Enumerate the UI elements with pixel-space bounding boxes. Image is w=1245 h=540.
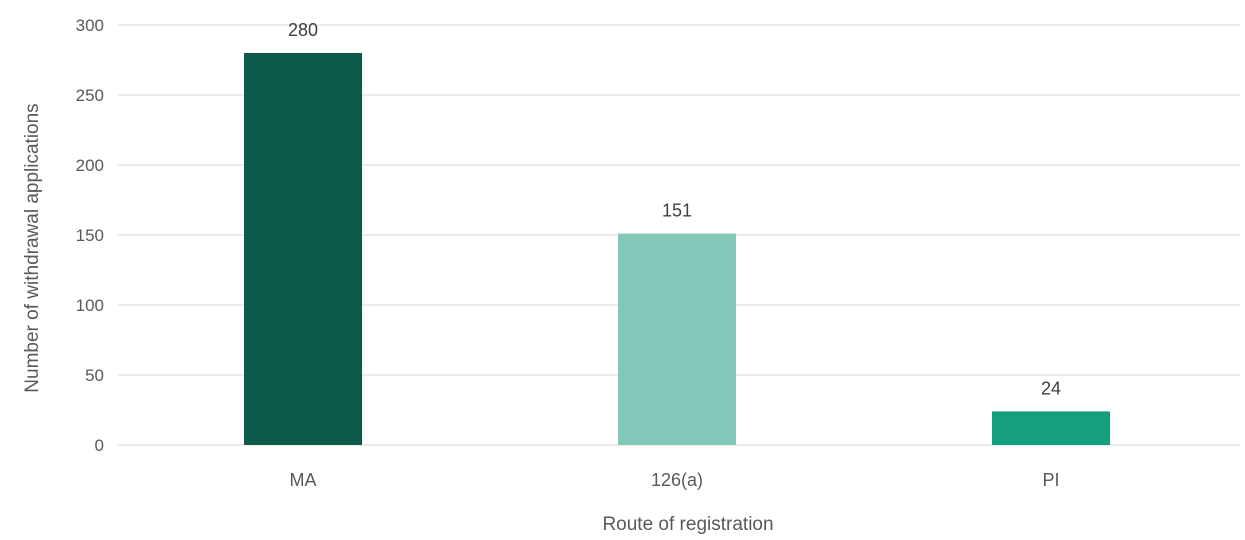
y-tick-label: 100 bbox=[76, 296, 104, 315]
bars bbox=[244, 53, 1110, 445]
y-tick-label: 200 bbox=[76, 156, 104, 175]
x-axis-categories: MA 126(a) PI bbox=[290, 470, 1060, 490]
bar-ma bbox=[244, 53, 362, 445]
y-tick-label: 250 bbox=[76, 86, 104, 105]
data-label: 151 bbox=[662, 201, 692, 221]
data-label: 280 bbox=[288, 20, 318, 40]
data-label: 24 bbox=[1041, 378, 1061, 398]
x-category-label: MA bbox=[290, 470, 317, 490]
bar-pi bbox=[992, 411, 1110, 445]
y-tick-label: 50 bbox=[85, 366, 104, 385]
y-tick-label: 0 bbox=[95, 436, 104, 455]
bar-126-a bbox=[618, 233, 736, 445]
y-axis-title: Number of withdrawal applications bbox=[22, 103, 43, 392]
x-axis-title: Route of registration bbox=[602, 514, 773, 535]
data-labels: 280 151 24 bbox=[288, 20, 1061, 398]
x-category-label: PI bbox=[1042, 470, 1059, 490]
y-axis-ticks: 0 50 100 150 200 250 300 bbox=[76, 16, 104, 455]
y-tick-label: 300 bbox=[76, 16, 104, 35]
x-category-label: 126(a) bbox=[651, 470, 703, 490]
y-tick-label: 150 bbox=[76, 226, 104, 245]
